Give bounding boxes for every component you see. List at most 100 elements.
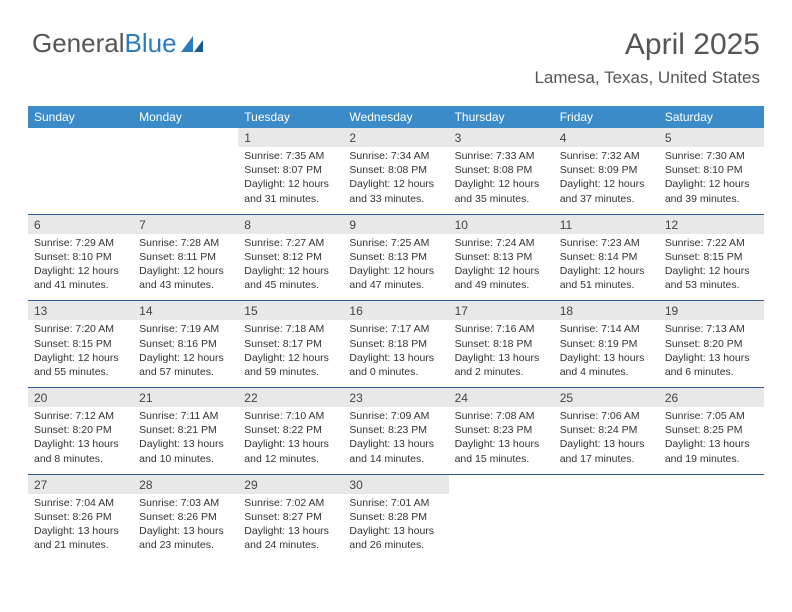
day-sr: Sunrise: 7:14 AM (560, 322, 653, 336)
day-d1: Daylight: 12 hours (244, 351, 337, 365)
day-number-cell: 12 (659, 215, 764, 234)
day-d1: Daylight: 12 hours (665, 264, 758, 278)
day-number-cell: 15 (238, 301, 343, 320)
day-d2: and 47 minutes. (349, 278, 442, 292)
day-detail-cell: Sunrise: 7:17 AMSunset: 8:18 PMDaylight:… (343, 320, 448, 387)
day-detail-cell: Sunrise: 7:35 AMSunset: 8:07 PMDaylight:… (238, 147, 343, 214)
day-d2: and 2 minutes. (455, 365, 548, 379)
day-d1: Daylight: 13 hours (455, 437, 548, 451)
day-number-cell (133, 128, 238, 147)
day-d2: and 19 minutes. (665, 452, 758, 466)
day-detail-cell: Sunrise: 7:29 AMSunset: 8:10 PMDaylight:… (28, 234, 133, 301)
day-ss: Sunset: 8:27 PM (244, 510, 337, 524)
day-number-cell: 9 (343, 215, 448, 234)
day-number-cell: 18 (554, 301, 659, 320)
day-ss: Sunset: 8:18 PM (349, 337, 442, 351)
day-d1: Daylight: 13 hours (349, 351, 442, 365)
day-sr: Sunrise: 7:19 AM (139, 322, 232, 336)
day-number-cell: 4 (554, 128, 659, 147)
day-number-cell: 17 (449, 301, 554, 320)
day-ss: Sunset: 8:21 PM (139, 423, 232, 437)
dow-header: Sunday (28, 106, 133, 128)
day-sr: Sunrise: 7:24 AM (455, 236, 548, 250)
day-ss: Sunset: 8:12 PM (244, 250, 337, 264)
dow-header: Tuesday (238, 106, 343, 128)
day-sr: Sunrise: 7:01 AM (349, 496, 442, 510)
day-sr: Sunrise: 7:18 AM (244, 322, 337, 336)
day-ss: Sunset: 8:08 PM (349, 163, 442, 177)
day-sr: Sunrise: 7:28 AM (139, 236, 232, 250)
day-d2: and 55 minutes. (34, 365, 127, 379)
day-sr: Sunrise: 7:34 AM (349, 149, 442, 163)
day-sr: Sunrise: 7:29 AM (34, 236, 127, 250)
dow-header: Monday (133, 106, 238, 128)
dow-header: Friday (554, 106, 659, 128)
day-ss: Sunset: 8:20 PM (34, 423, 127, 437)
day-detail-cell: Sunrise: 7:03 AMSunset: 8:26 PMDaylight:… (133, 494, 238, 561)
day-number-cell: 13 (28, 301, 133, 320)
day-d1: Daylight: 13 hours (455, 351, 548, 365)
day-sr: Sunrise: 7:05 AM (665, 409, 758, 423)
day-number-cell: 5 (659, 128, 764, 147)
day-number-cell: 21 (133, 388, 238, 407)
day-detail-cell: Sunrise: 7:32 AMSunset: 8:09 PMDaylight:… (554, 147, 659, 214)
day-d1: Daylight: 13 hours (665, 351, 758, 365)
day-number-row: 20212223242526 (28, 388, 764, 407)
day-d2: and 53 minutes. (665, 278, 758, 292)
day-ss: Sunset: 8:28 PM (349, 510, 442, 524)
dow-header: Thursday (449, 106, 554, 128)
day-number-cell: 24 (449, 388, 554, 407)
month-title: April 2025 (534, 28, 760, 62)
day-sr: Sunrise: 7:10 AM (244, 409, 337, 423)
day-detail-cell: Sunrise: 7:13 AMSunset: 8:20 PMDaylight:… (659, 320, 764, 387)
day-ss: Sunset: 8:26 PM (139, 510, 232, 524)
day-number-row: 27282930 (28, 475, 764, 494)
day-sr: Sunrise: 7:03 AM (139, 496, 232, 510)
day-d1: Daylight: 13 hours (34, 524, 127, 538)
day-ss: Sunset: 8:23 PM (349, 423, 442, 437)
day-ss: Sunset: 8:22 PM (244, 423, 337, 437)
day-d2: and 45 minutes. (244, 278, 337, 292)
day-sr: Sunrise: 7:27 AM (244, 236, 337, 250)
dow-header: Wednesday (343, 106, 448, 128)
day-number-cell: 26 (659, 388, 764, 407)
day-d2: and 49 minutes. (455, 278, 548, 292)
day-detail-cell: Sunrise: 7:14 AMSunset: 8:19 PMDaylight:… (554, 320, 659, 387)
day-ss: Sunset: 8:25 PM (665, 423, 758, 437)
logo: GeneralBlue (32, 28, 207, 59)
day-d2: and 24 minutes. (244, 538, 337, 552)
day-d1: Daylight: 12 hours (455, 177, 548, 191)
day-number-cell: 27 (28, 475, 133, 494)
day-ss: Sunset: 8:18 PM (455, 337, 548, 351)
logo-text-2: Blue (125, 28, 177, 59)
day-d2: and 23 minutes. (139, 538, 232, 552)
day-number-cell: 8 (238, 215, 343, 234)
day-d1: Daylight: 13 hours (244, 524, 337, 538)
day-d1: Daylight: 13 hours (349, 524, 442, 538)
day-sr: Sunrise: 7:35 AM (244, 149, 337, 163)
day-sr: Sunrise: 7:30 AM (665, 149, 758, 163)
day-ss: Sunset: 8:17 PM (244, 337, 337, 351)
day-detail-row: Sunrise: 7:04 AMSunset: 8:26 PMDaylight:… (28, 494, 764, 561)
day-detail-cell: Sunrise: 7:24 AMSunset: 8:13 PMDaylight:… (449, 234, 554, 301)
day-detail-cell: Sunrise: 7:18 AMSunset: 8:17 PMDaylight:… (238, 320, 343, 387)
day-d1: Daylight: 12 hours (244, 264, 337, 278)
day-number-cell: 7 (133, 215, 238, 234)
day-d2: and 37 minutes. (560, 192, 653, 206)
day-d1: Daylight: 13 hours (349, 437, 442, 451)
day-detail-cell: Sunrise: 7:23 AMSunset: 8:14 PMDaylight:… (554, 234, 659, 301)
day-ss: Sunset: 8:26 PM (34, 510, 127, 524)
day-number-cell: 30 (343, 475, 448, 494)
day-number-cell (659, 475, 764, 494)
day-number-cell: 20 (28, 388, 133, 407)
day-detail-row: Sunrise: 7:35 AMSunset: 8:07 PMDaylight:… (28, 147, 764, 214)
day-sr: Sunrise: 7:08 AM (455, 409, 548, 423)
day-ss: Sunset: 8:15 PM (34, 337, 127, 351)
day-d2: and 35 minutes. (455, 192, 548, 206)
day-number-cell: 2 (343, 128, 448, 147)
day-d2: and 8 minutes. (34, 452, 127, 466)
day-number-cell (449, 475, 554, 494)
day-d1: Daylight: 12 hours (139, 351, 232, 365)
day-detail-cell: Sunrise: 7:09 AMSunset: 8:23 PMDaylight:… (343, 407, 448, 474)
day-detail-cell (28, 147, 133, 214)
